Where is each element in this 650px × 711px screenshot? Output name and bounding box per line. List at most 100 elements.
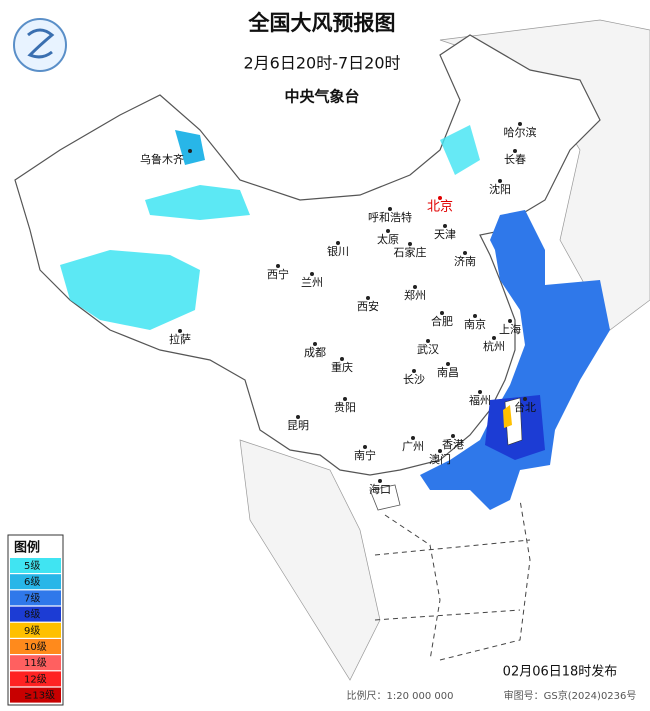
city-label: 北京 [427,200,453,215]
legend-swatch [10,639,61,654]
city-dot [451,434,455,438]
city-label: 天津 [434,228,456,241]
city-label: 长春 [504,153,526,166]
city-label: 香港 [442,438,464,451]
release-time: 02月06日18时发布 [503,664,618,680]
city-dot [438,449,442,453]
city-label: 拉萨 [169,332,191,346]
city-dot [340,357,344,361]
city-dot [378,479,382,483]
legend-swatch [10,574,61,590]
city-dot [188,149,192,153]
inset-divider [374,539,531,621]
city-dot [498,179,502,183]
legend-title: 图例 [14,540,40,556]
legend-label: 12级 [24,673,47,685]
hainan-island [369,484,401,511]
wind-area-5 [145,185,250,220]
legend-label: 9级 [24,625,40,637]
city-dot [386,229,390,233]
city-dot [343,397,347,401]
city-dot [463,251,467,255]
city-dot [388,207,392,211]
city-dot [438,196,442,200]
city-dot [411,436,415,440]
city-label: 杭州 [483,339,505,353]
city-label: 昆明 [287,419,309,432]
city-dot [473,314,477,318]
city-dot [366,296,370,300]
city-dot [363,445,367,449]
city-label: 重庆 [331,360,353,374]
city-dot [426,339,430,343]
wind-area-7 [420,210,610,510]
city-label: 广州 [402,440,424,453]
city-dot [513,149,517,153]
logo-mark [27,28,55,59]
city-label: 呼和浩特 [368,210,412,224]
legend-label: 7级 [24,592,40,604]
city-dot [313,342,317,346]
city-label: 兰州 [301,276,323,289]
city-dot [178,329,182,333]
wind-area-5 [60,250,200,330]
city-label: 澳门 [429,452,451,466]
city-dot [523,397,527,401]
city-dot [412,369,416,373]
city-dot [446,362,450,366]
city-label: 合肥 [431,314,453,328]
maritime-boundary [384,499,531,661]
legend-label: 11级 [24,657,47,669]
legend-label: 8级 [24,609,40,621]
city-label: 台北 [514,400,536,414]
legend-swatch [10,558,61,573]
city-label: 武汉 [417,343,439,356]
city-dot [276,264,280,268]
city-label: 银川 [327,244,349,258]
map-title: 全国大风预报图 [248,11,396,35]
city-dot [296,415,300,419]
city-label: 哈尔滨 [504,125,537,139]
wind-area-6 [175,130,205,165]
legend-items: 5级 6级 7级 8级 9级 10级 11级 12级 ≥13级 [10,558,61,703]
city-label: 沈阳 [489,182,511,196]
city-label: 长沙 [403,373,425,386]
city-dot [492,336,496,340]
city-dot [336,241,340,245]
legend-label: ≥13级 [24,690,55,702]
city-label: 南宁 [354,448,376,462]
city-label: 石家庄 [394,245,427,259]
city-dot [408,242,412,246]
legend-label: 10级 [24,641,47,653]
legend-swatch [10,606,61,622]
legend-swatch [10,590,61,606]
wind-area-9 [503,405,512,428]
city-label: 乌鲁木齐 [140,152,184,166]
legend-swatch [10,655,61,671]
legend-swatch [10,671,61,687]
forecast-period: 2月6日20时-7日20时 [243,54,400,73]
city-label: 济南 [454,254,476,268]
city-label: 西安 [357,299,379,313]
city-label: 成都 [304,346,326,359]
neighbor-land [239,439,381,681]
city-dot [478,390,482,394]
city-dot [518,122,522,126]
wind-area-5 [440,125,480,175]
city-label: 福州 [469,393,491,407]
city-label: 贵阳 [334,401,356,414]
city-dot [310,272,314,276]
city-label: 海口 [369,482,391,496]
city-label: 郑州 [404,288,426,302]
legend-swatch [10,687,61,703]
legend-swatch [10,622,61,638]
city-dot [440,311,444,315]
city-label: 太原 [377,233,399,246]
scale: 比例尺：1:20 000 000 [347,689,454,702]
legend-label: 5级 [24,560,40,572]
city-label: 南京 [464,317,486,331]
city-label: 上海 [499,322,521,336]
city-dot [413,285,417,289]
